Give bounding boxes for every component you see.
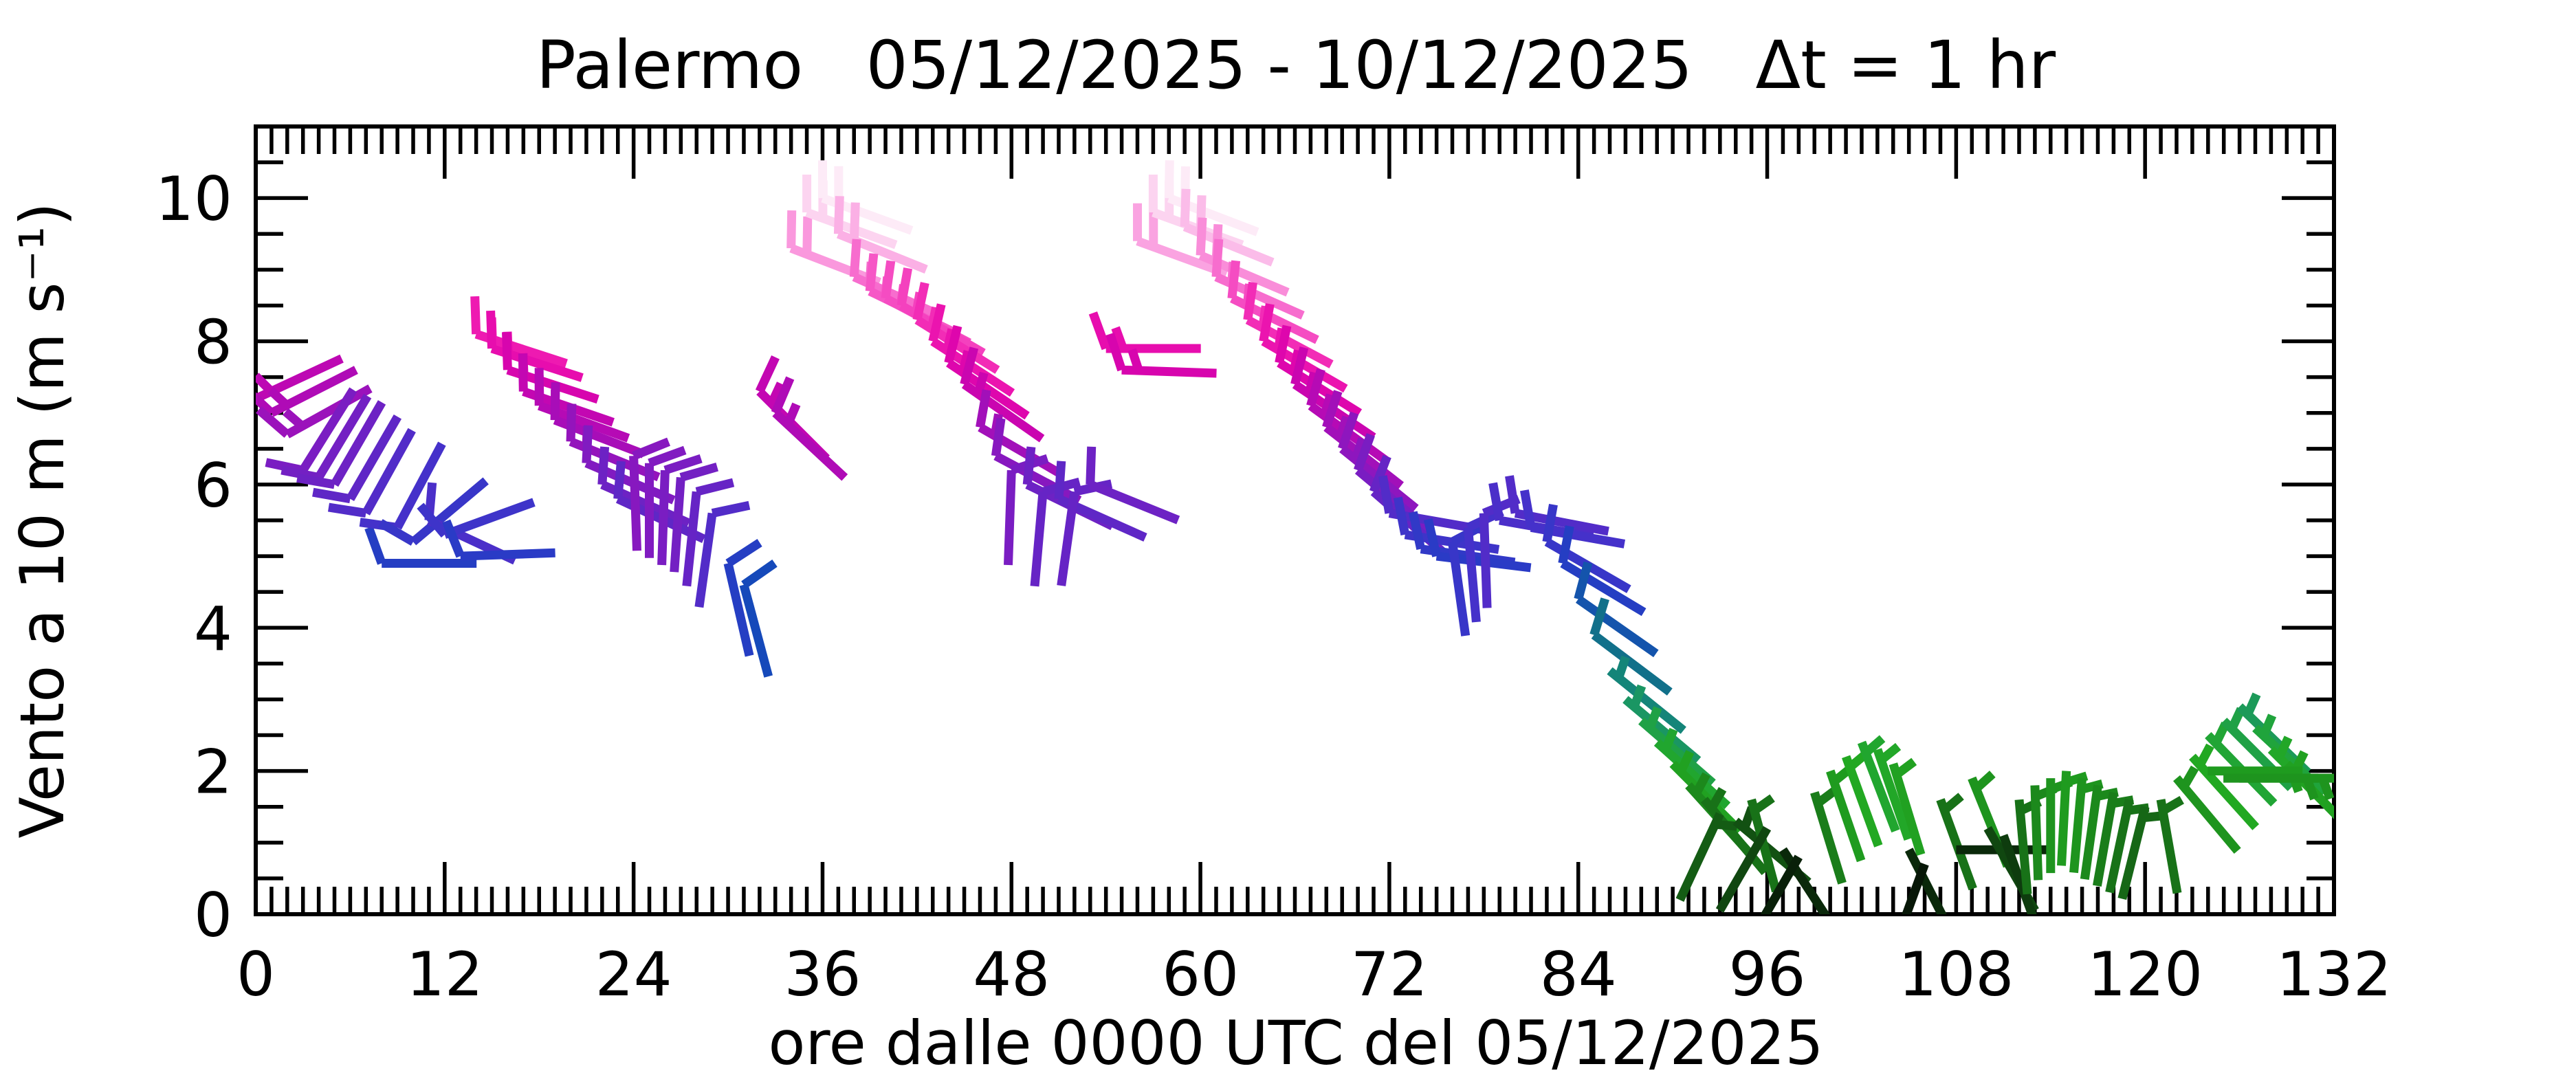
x-tick-label: 36 [784,939,861,1010]
x-tick-label: 60 [1162,939,1239,1010]
wind-barb [1936,793,1977,891]
wind-barb [670,463,718,573]
wind-barb [723,539,762,657]
wind-barb [256,366,358,417]
wind-barb [1904,848,1947,914]
x-tick-label: 0 [236,939,275,1010]
wind-barb [312,414,402,504]
wind-barb [2069,777,2104,874]
x-tick-label: 72 [1351,939,1428,1010]
y-tick-label: 0 [194,880,232,951]
wind-barb [256,354,344,403]
wind-barb [2189,743,2260,830]
wind-barb [1669,750,1743,834]
axes [254,124,2336,916]
x-tick-label: 132 [2276,939,2392,1010]
y-tick-label: 10 [155,164,232,234]
y-tick-label: 8 [194,307,232,378]
wind-barb [2239,773,2334,801]
x-tick-label: 48 [973,939,1050,1010]
wind-barb [296,400,386,489]
wind-barb [1857,735,1900,833]
x-tick-label: 24 [595,939,672,1010]
x-tick-label: 120 [2087,939,2203,1010]
wind-barb [2156,795,2184,894]
wind-barb [682,478,735,587]
wind-barb [364,526,477,568]
plot-border [254,124,2336,916]
wind-barb [645,445,687,558]
wind-barb [1574,561,1659,658]
wind-barb [1873,742,1913,841]
wind-barb [417,498,536,539]
wind-barb [378,477,489,546]
wind-barb [1715,826,1772,913]
wind-barb [1589,597,1673,696]
wind-barb [739,559,778,678]
wind-barb [1088,311,1201,353]
wind-barb [1779,847,1831,914]
x-axis-label: ore dalle 0000 UTC del 05/12/2025 [769,1008,1824,1073]
wind-barb [657,454,703,566]
wind-barbs [256,160,2334,914]
wind-barb [629,437,671,551]
x-tick-label: 84 [1540,939,1617,1010]
wind-barb [1999,834,2037,914]
wind-barb [1086,446,1180,524]
wind-barb [1638,706,1716,787]
wind-barb [991,417,1082,505]
x-tick-label: 12 [406,939,483,1010]
wind-barb [1810,786,1847,885]
wind-barb [1105,332,1217,378]
wind-barb [1902,862,1929,914]
y-tick-label: 6 [194,450,232,521]
y-tick-label: 4 [194,593,232,664]
wind-barb [327,428,416,518]
wind-barb [1747,794,1781,893]
wind-barb [2173,765,2241,854]
wind-barb [256,384,373,439]
y-tick-label: 2 [194,737,232,808]
y-axis-label: Vento a 10 m (m s⁻¹) [7,202,78,838]
wind-barb [960,346,1045,443]
wind-barb [1760,854,1803,914]
wind-barb [1700,787,1769,876]
wind-barb [442,519,555,561]
wind-barb [1675,812,1738,902]
wind-barb [1889,757,1926,856]
wind-barb [694,500,751,608]
x-tick-label: 96 [1729,939,1806,1010]
wind-barb [2057,771,2089,866]
chart-title: Palermo 05/12/2025 - 10/12/2025 Δt = 1 h… [536,27,2056,104]
wind-barb [1607,655,1686,734]
wind-barb [771,376,848,481]
x-tick-label: 108 [1898,939,2014,1010]
wind-barb [786,210,881,287]
wind-barb [944,324,1030,420]
wind-barb [1558,525,1647,617]
